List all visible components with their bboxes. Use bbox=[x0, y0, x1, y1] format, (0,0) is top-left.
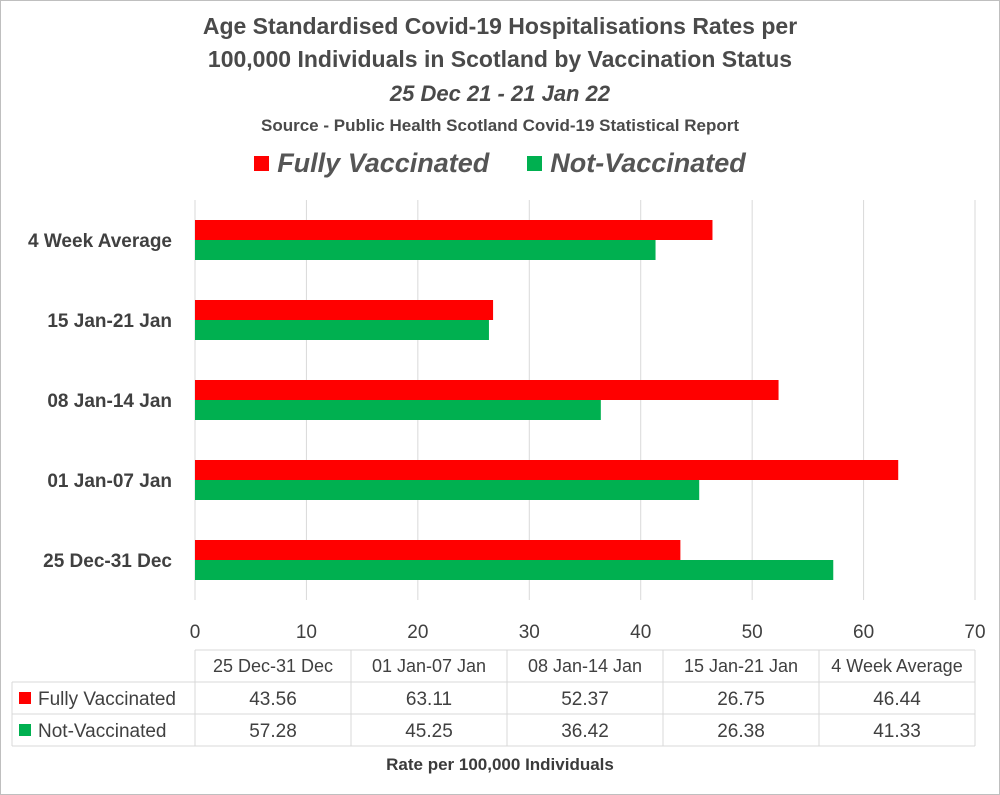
chart-title-line2: 100,000 Individuals in Scotland by Vacci… bbox=[207, 46, 793, 72]
y-category-label: 01 Jan-07 Jan bbox=[47, 471, 172, 492]
y-category-label: 08 Jan-14 Jan bbox=[47, 391, 172, 412]
bar-not-3 bbox=[195, 320, 489, 340]
table-header-cell: 15 Jan-21 Jan bbox=[684, 656, 798, 676]
table-row-label: Not-Vaccinated bbox=[38, 721, 167, 742]
legend-item-fully: Fully Vaccinated bbox=[254, 148, 489, 179]
bar-fully-4 bbox=[195, 220, 713, 240]
legend-swatch-fully bbox=[254, 156, 270, 171]
table-value-cell: 46.44 bbox=[873, 689, 921, 710]
table-legend-key-fully bbox=[19, 692, 31, 704]
table-header-cell: 4 Week Average bbox=[831, 656, 962, 676]
bar-fully-2 bbox=[195, 380, 779, 400]
bar-not-4 bbox=[195, 240, 656, 260]
legend-label-fully: Fully Vaccinated bbox=[277, 148, 490, 178]
table-value-cell: 52.37 bbox=[561, 689, 609, 710]
table-value-cell: 26.38 bbox=[717, 721, 765, 742]
x-tick-label-40: 40 bbox=[630, 622, 651, 643]
legend-label-not: Not-Vaccinated bbox=[550, 148, 746, 178]
chart-source: Source - Public Health Scotland Covid-19… bbox=[261, 116, 739, 135]
table-header-cell: 25 Dec-31 Dec bbox=[213, 656, 333, 676]
x-tick-label-30: 30 bbox=[519, 622, 540, 643]
table-value-cell: 57.28 bbox=[249, 721, 297, 742]
legend-swatch-not bbox=[527, 156, 543, 171]
chart-subtitle-dates: 25 Dec 21 - 21 Jan 22 bbox=[389, 81, 611, 106]
bar-fully-0 bbox=[195, 540, 681, 560]
bar-fully-3 bbox=[195, 300, 494, 320]
y-category-label: 4 Week Average bbox=[28, 231, 172, 252]
y-category-label: 15 Jan-21 Jan bbox=[47, 311, 172, 332]
table-value-cell: 45.25 bbox=[405, 721, 453, 742]
x-tick-label-20: 20 bbox=[407, 622, 428, 643]
x-tick-label-70: 70 bbox=[964, 622, 985, 643]
table-value-cell: 36.42 bbox=[561, 721, 609, 742]
table-value-cell: 43.56 bbox=[249, 689, 297, 710]
table-value-cell: 26.75 bbox=[717, 689, 765, 710]
x-tick-label-60: 60 bbox=[853, 622, 874, 643]
x-tick-label-10: 10 bbox=[296, 622, 317, 643]
bar-not-2 bbox=[195, 400, 601, 420]
y-category-label: 25 Dec-31 Dec bbox=[43, 551, 172, 572]
bar-fully-1 bbox=[195, 460, 899, 480]
bar-not-1 bbox=[195, 480, 700, 500]
x-tick-label-0: 0 bbox=[190, 622, 201, 643]
legend-item-not: Not-Vaccinated bbox=[527, 148, 746, 179]
legend: Fully Vaccinated Not-Vaccinated bbox=[0, 148, 1000, 179]
x-axis-title: Rate per 100,000 Individuals bbox=[386, 755, 614, 774]
table-header-cell: 08 Jan-14 Jan bbox=[528, 656, 642, 676]
table-value-cell: 63.11 bbox=[406, 689, 452, 710]
table-value-cell: 41.33 bbox=[873, 721, 921, 742]
x-tick-label-50: 50 bbox=[742, 622, 763, 643]
table-row-label: Fully Vaccinated bbox=[38, 689, 176, 710]
chart-title-line1: Age Standardised Covid-19 Hospitalisatio… bbox=[202, 13, 798, 39]
table-legend-key-not bbox=[19, 724, 31, 736]
table-header-cell: 01 Jan-07 Jan bbox=[372, 656, 486, 676]
bar-not-0 bbox=[195, 560, 834, 580]
